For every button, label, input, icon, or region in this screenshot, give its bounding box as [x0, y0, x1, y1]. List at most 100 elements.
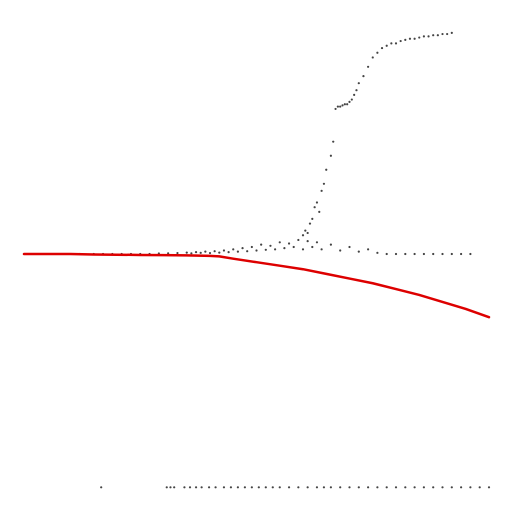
data-point	[330, 486, 332, 488]
data-point	[339, 249, 341, 251]
data-point	[479, 486, 481, 488]
data-point	[255, 249, 257, 251]
data-point	[244, 486, 246, 488]
data-point	[395, 486, 397, 488]
data-point	[432, 253, 434, 255]
data-point	[186, 252, 188, 254]
data-point	[302, 234, 304, 236]
data-point	[241, 247, 243, 249]
data-point	[297, 239, 299, 241]
data-point	[427, 35, 429, 37]
data-point	[488, 486, 490, 488]
data-point	[195, 486, 197, 488]
data-point	[409, 38, 411, 40]
data-point	[169, 486, 171, 488]
data-point	[214, 250, 216, 252]
data-point	[183, 486, 185, 488]
data-point	[358, 251, 360, 253]
data-point	[321, 248, 323, 250]
data-point	[469, 486, 471, 488]
data-point	[173, 486, 175, 488]
data-point	[237, 251, 239, 253]
data-point	[376, 52, 378, 54]
data-point	[189, 486, 191, 488]
data-point	[272, 486, 274, 488]
data-point	[469, 253, 471, 255]
data-point	[367, 66, 369, 68]
data-point	[332, 141, 334, 143]
data-point	[460, 253, 462, 255]
data-point	[339, 105, 341, 107]
data-point	[283, 247, 285, 249]
data-point	[386, 45, 388, 47]
data-point	[309, 222, 311, 224]
data-point	[269, 245, 271, 247]
data-point	[208, 486, 210, 488]
data-point	[258, 486, 260, 488]
data-point	[190, 252, 192, 254]
data-point	[348, 246, 350, 248]
data-point	[446, 33, 448, 35]
data-point	[344, 103, 346, 105]
data-point	[223, 249, 225, 251]
data-point	[441, 33, 443, 35]
data-point	[441, 253, 443, 255]
data-point	[323, 183, 325, 185]
data-point	[330, 155, 332, 157]
data-point	[195, 251, 197, 253]
data-point	[330, 244, 332, 246]
data-point	[339, 486, 341, 488]
data-point	[451, 32, 453, 34]
data-point	[307, 240, 309, 242]
data-point	[100, 486, 102, 488]
data-point	[432, 486, 434, 488]
data-point	[390, 42, 392, 44]
data-point	[218, 252, 220, 254]
data-point	[367, 248, 369, 250]
data-point	[237, 486, 239, 488]
data-point	[230, 486, 232, 488]
data-point	[251, 246, 253, 248]
data-point	[414, 253, 416, 255]
data-point	[232, 248, 234, 250]
data-point	[311, 218, 313, 220]
data-point	[355, 89, 357, 91]
data-point	[341, 104, 343, 106]
data-point	[176, 252, 178, 254]
data-point	[260, 244, 262, 246]
data-point	[321, 190, 323, 192]
data-point	[214, 486, 216, 488]
data-point	[367, 486, 369, 488]
data-point	[423, 35, 425, 37]
data-point	[318, 211, 320, 213]
data-point	[395, 253, 397, 255]
data-point	[316, 201, 318, 203]
data-point	[228, 251, 230, 253]
data-point	[293, 246, 295, 248]
data-point	[386, 253, 388, 255]
points-layer	[79, 32, 490, 489]
data-point	[246, 250, 248, 252]
data-point	[358, 82, 360, 84]
data-point	[279, 486, 281, 488]
data-point	[400, 40, 402, 42]
data-point	[323, 486, 325, 488]
data-point	[404, 253, 406, 255]
data-point	[311, 246, 313, 248]
data-point	[346, 103, 348, 105]
series-line	[24, 254, 489, 317]
data-point	[265, 486, 267, 488]
data-point	[288, 242, 290, 244]
data-point	[325, 169, 327, 171]
data-point	[166, 486, 168, 488]
data-point	[451, 486, 453, 488]
data-point	[314, 206, 316, 208]
data-point	[423, 253, 425, 255]
data-point	[441, 486, 443, 488]
data-point	[334, 108, 336, 110]
data-point	[404, 486, 406, 488]
data-point	[348, 101, 350, 103]
data-point	[316, 241, 318, 243]
data-point	[302, 248, 304, 250]
